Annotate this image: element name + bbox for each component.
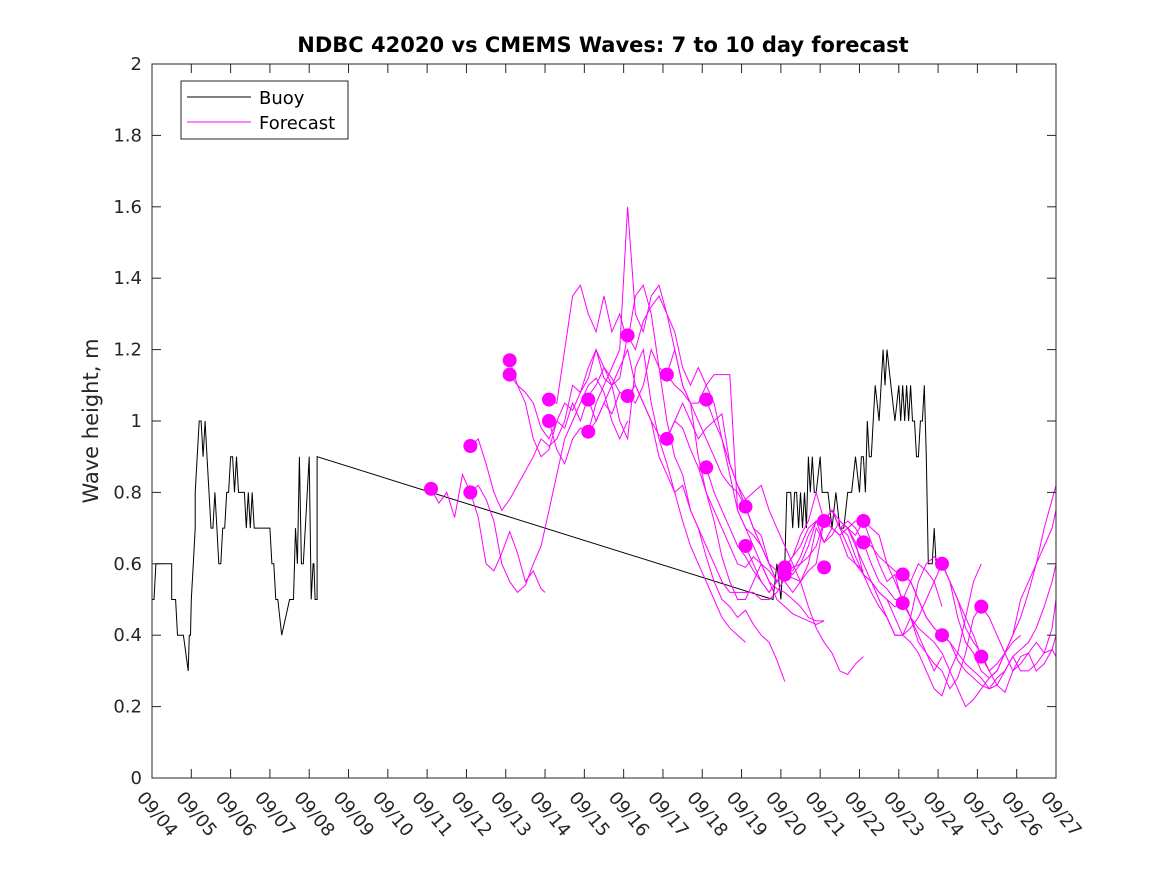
y-tick-label: 1: [131, 411, 142, 432]
forecast-line: [509, 347, 786, 600]
forecast-line: [941, 563, 1057, 694]
forecast-line: [863, 541, 1057, 690]
forecast-marker-group: [424, 328, 989, 664]
forecast-marker: [699, 460, 714, 475]
forecast-line: [587, 384, 864, 676]
forecast-marker: [935, 628, 950, 643]
y-axis-ticks: 0 0.2 0.4 0.6 0.8 1 1.2 1.4 1.6 1.8 2: [113, 54, 1056, 789]
forecast-line: [666, 374, 943, 607]
forecast-marker: [817, 560, 832, 575]
forecast-line: [548, 206, 825, 622]
forecast-series-group: [430, 206, 1057, 708]
legend-box: [180, 80, 349, 140]
y-tick-label: 1.2: [113, 340, 142, 361]
chart-title: NDBC 42020 vs CMEMS Waves: 7 to 10 day f…: [297, 33, 908, 57]
forecast-marker: [895, 596, 910, 611]
forecast-marker: [974, 649, 989, 664]
y-tick-label: 1.6: [113, 197, 142, 218]
forecast-marker: [856, 513, 871, 528]
forecast-marker: [659, 431, 674, 446]
buoy-series-group: [152, 349, 944, 671]
forecast-marker: [856, 535, 871, 550]
y-tick-label: 1.4: [113, 268, 142, 289]
legend-label-forecast: Forecast: [259, 113, 335, 134]
forecast-line: [745, 520, 1021, 672]
forecast-marker: [502, 353, 517, 368]
axes-background: [152, 64, 1056, 778]
forecast-marker: [659, 367, 674, 382]
y-tick-label: 0.4: [113, 625, 142, 646]
plot-area: [151, 63, 1057, 779]
y-tick-label: 0.2: [113, 697, 142, 718]
forecast-marker: [777, 567, 792, 582]
forecast-marker: [738, 538, 753, 553]
forecast-marker: [817, 513, 832, 528]
legend-label-buoy: Buoy: [259, 88, 305, 109]
forecast-line: [980, 606, 1057, 672]
forecast-marker: [502, 367, 517, 382]
forecast-marker: [620, 389, 635, 404]
y-tick-label: 0.6: [113, 554, 142, 575]
forecast-marker: [620, 328, 635, 343]
forecast-marker: [738, 499, 753, 514]
forecast-line: [430, 472, 546, 593]
forecast-marker: [895, 567, 910, 582]
buoy-line: [152, 349, 944, 671]
y-tick-label: 0: [131, 768, 142, 789]
forecast-marker: [424, 481, 439, 496]
y-tick-label: 2: [131, 54, 142, 75]
forecast-marker: [581, 424, 596, 439]
forecast-marker: [541, 392, 556, 407]
forecast-line: [470, 377, 629, 594]
forecast-line: [705, 399, 982, 697]
forecast-marker: [463, 438, 478, 453]
forecast-line: [666, 420, 943, 673]
forecast-line: [587, 295, 864, 594]
legend: Buoy Forecast: [180, 80, 349, 140]
forecast-marker: [463, 485, 478, 500]
forecast-marker: [699, 392, 714, 407]
y-tick-label: 1.8: [113, 125, 142, 146]
forecast-marker: [974, 599, 989, 614]
y-axis-label: Wave height, m: [79, 338, 103, 503]
y-tick-label: 0.8: [113, 482, 142, 503]
forecast-marker: [581, 392, 596, 407]
forecast-marker: [541, 414, 556, 428]
forecast-marker: [935, 556, 950, 571]
